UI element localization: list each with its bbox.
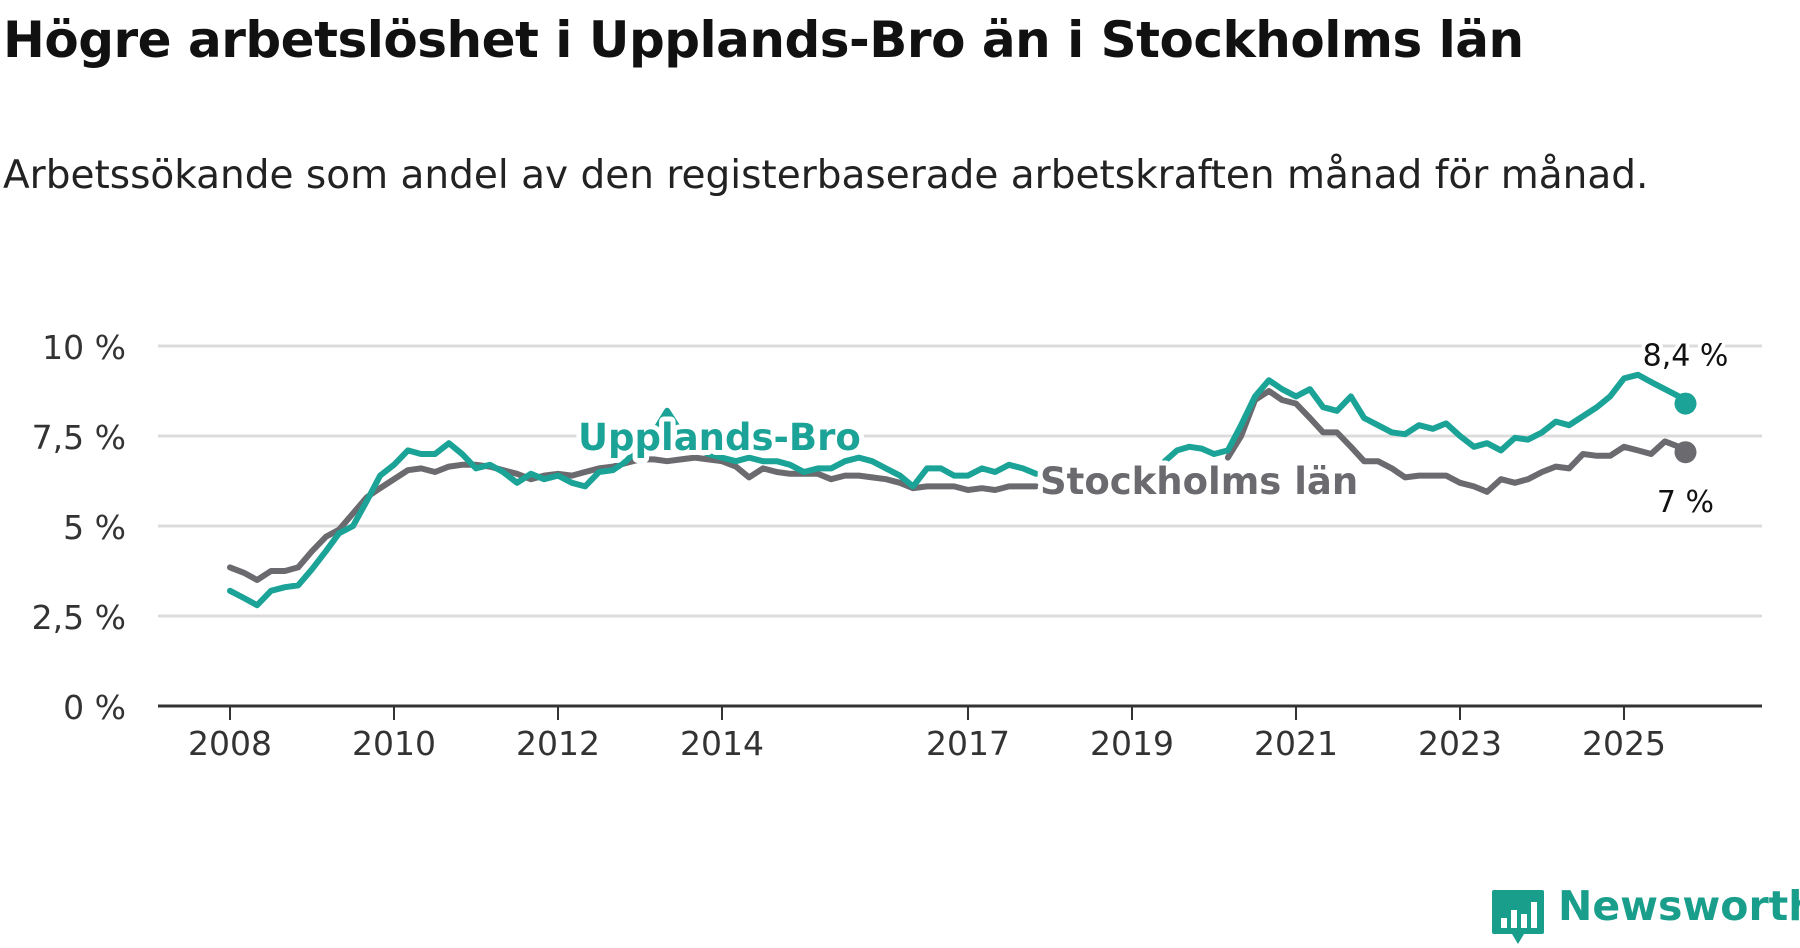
- x-tick-label: 2014: [680, 724, 764, 763]
- y-tick-label: 10 %: [42, 328, 126, 367]
- y-tick-label: 5 %: [63, 508, 126, 547]
- brand-name: Newsworthy: [1558, 882, 1800, 930]
- x-axis: 2008 2010 2012 2014 2017 2019 2021 2023 2025: [158, 704, 1762, 763]
- end-value-label-stockholms-l-n: 7 %: [1657, 485, 1714, 520]
- end-point-upplands-bro: [1674, 392, 1697, 415]
- x-tick-label: 2019: [1090, 724, 1174, 763]
- end-point-stockholms-l-n: [1674, 441, 1697, 464]
- x-tick-label: 2010: [352, 724, 436, 763]
- chart-subtitle: Arbetssökande som andel av den registerb…: [3, 153, 1649, 198]
- newsworthy-logo[interactable]: Newsworthy: [1490, 882, 1800, 948]
- chart-title: Högre arbetslöshet i Upplands-Bro än i S…: [3, 11, 1524, 69]
- series-labels: Stockholms län 7 % Upplands-Bro 8,4 %: [573, 335, 1732, 525]
- x-tick-label: 2021: [1254, 724, 1338, 763]
- series-label-stockholms-l-n: Stockholms län: [1040, 460, 1358, 503]
- y-axis-ticks: 0 % 2,5 % 5 % 7,5 % 10 %: [32, 328, 126, 727]
- series-lines: [227, 371, 1697, 609]
- y-tick-label: 2,5 %: [32, 598, 126, 637]
- x-tick-label: 2012: [516, 724, 600, 763]
- y-tick-label: 7,5 %: [32, 418, 126, 457]
- x-tick-label: 2023: [1418, 724, 1502, 763]
- gridlines: [158, 344, 1762, 618]
- x-tick-label: 2017: [926, 724, 1010, 763]
- end-value-label-upplands-bro: 8,4 %: [1643, 339, 1729, 374]
- y-tick-label: 0 %: [63, 688, 126, 727]
- chart-bubble-icon: [1492, 890, 1544, 944]
- series-label-upplands-bro: Upplands-Bro: [578, 416, 861, 459]
- x-tick-label: 2025: [1582, 724, 1666, 763]
- series-line-stockholms-l-n: [227, 388, 1689, 583]
- series-line-upplands-bro: [227, 371, 1689, 609]
- x-tick-label: 2008: [188, 724, 272, 763]
